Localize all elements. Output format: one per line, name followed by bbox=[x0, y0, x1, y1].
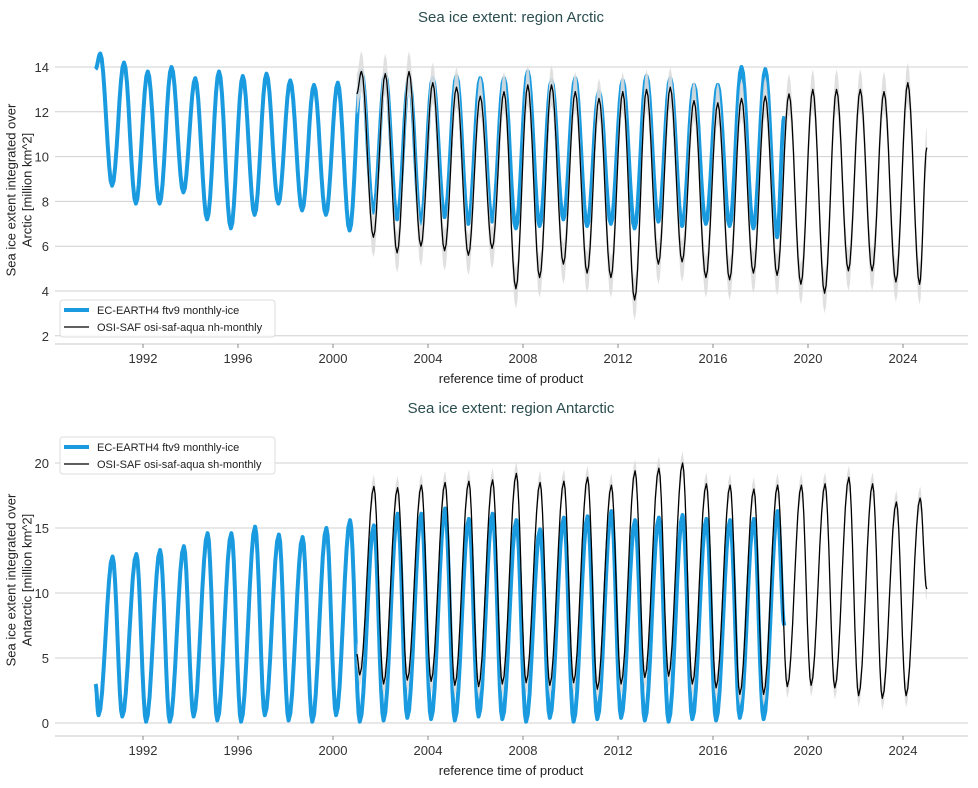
x-tick-label: 2008 bbox=[509, 351, 538, 366]
x-tick-label: 2020 bbox=[794, 351, 823, 366]
x-tick-label: 2024 bbox=[889, 351, 918, 366]
x-tick-label: 2020 bbox=[794, 743, 823, 758]
y-tick-label: 10 bbox=[35, 586, 49, 601]
series-line-ec-earth4 bbox=[93, 506, 787, 724]
legend-label: EC-EARTH4 ftv9 monthly-ice bbox=[97, 442, 239, 454]
y-axis-label: Sea ice extent integrated over bbox=[3, 103, 18, 276]
x-tick-label: 2016 bbox=[699, 351, 728, 366]
x-tick-label: 1996 bbox=[224, 351, 253, 366]
x-tick-label: 2004 bbox=[414, 351, 443, 366]
chart-panel-arctic: Sea ice extent: region Arctic 2 4 6 8 10 12 14 1… bbox=[3, 9, 968, 386]
series-line-osi-saf bbox=[356, 70, 928, 301]
legend: EC-EARTH4 ftv9 monthly-ice OSI-SAF osi-sa… bbox=[59, 436, 276, 475]
x-tick-label: 2024 bbox=[889, 743, 918, 758]
y-tick-label: 5 bbox=[42, 651, 49, 666]
y-tick-label: 6 bbox=[42, 239, 49, 254]
y-axis-label: Antarctic [million km^2] bbox=[19, 514, 34, 647]
x-tick-label: 2004 bbox=[414, 743, 443, 758]
y-axis-label: Arctic [million km^2] bbox=[19, 133, 34, 247]
x-tick-label: 1992 bbox=[129, 351, 158, 366]
x-axis-label: reference time of product bbox=[439, 763, 584, 778]
x-tick-label: 1996 bbox=[224, 743, 253, 758]
legend-label: OSI-SAF osi-saf-aqua nh-monthly bbox=[97, 322, 263, 334]
y-tick-label: 0 bbox=[42, 716, 49, 731]
y-tick-label: 14 bbox=[35, 60, 49, 75]
x-tick-label: 2000 bbox=[319, 743, 348, 758]
legend-box bbox=[59, 299, 276, 338]
y-tick-label: 8 bbox=[42, 194, 49, 209]
chart-panel-antarctic: Sea ice extent: region Antarctic 0 5 10 15 20… bbox=[3, 400, 968, 778]
y-axis-label: Sea ice extent integrated over bbox=[3, 493, 18, 666]
y-tick-label: 2 bbox=[42, 329, 49, 344]
x-tick-label: 2012 bbox=[604, 743, 633, 758]
y-tick-label: 10 bbox=[35, 150, 49, 165]
x-axis-label: reference time of product bbox=[439, 371, 584, 386]
y-tick-label: 20 bbox=[35, 456, 49, 471]
chart-title: Sea ice extent: region Antarctic bbox=[408, 400, 615, 417]
y-tick-label: 15 bbox=[35, 521, 49, 536]
x-tick-label: 2000 bbox=[319, 351, 348, 366]
y-tick-label: 4 bbox=[42, 284, 49, 299]
x-tick-label: 2008 bbox=[509, 743, 538, 758]
legend: EC-EARTH4 ftv9 monthly-ice OSI-SAF osi-sa… bbox=[59, 299, 276, 338]
x-tick-label: 2012 bbox=[604, 351, 633, 366]
legend-box bbox=[59, 436, 276, 475]
legend-label: OSI-SAF osi-saf-aqua sh-monthly bbox=[97, 459, 262, 471]
x-tick-label: 2016 bbox=[699, 743, 728, 758]
chart-title: Sea ice extent: region Arctic bbox=[418, 9, 604, 26]
series-line-osi-saf bbox=[356, 462, 928, 699]
y-tick-label: 12 bbox=[35, 105, 49, 120]
x-tick-label: 1992 bbox=[129, 743, 158, 758]
legend-label: EC-EARTH4 ftv9 monthly-ice bbox=[97, 305, 239, 317]
